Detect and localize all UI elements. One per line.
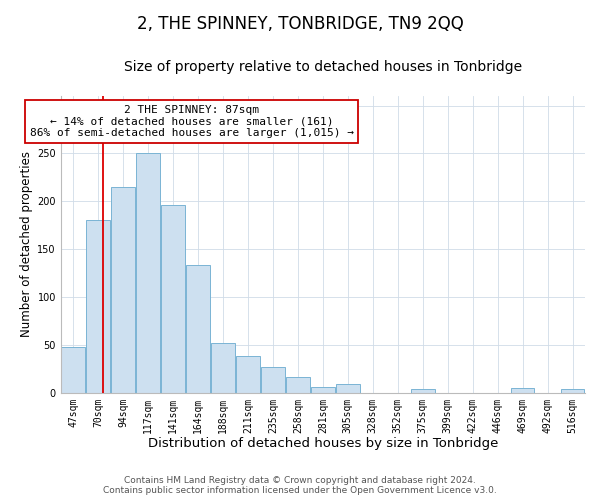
Bar bbox=[161, 205, 185, 392]
Text: 2, THE SPINNEY, TONBRIDGE, TN9 2QQ: 2, THE SPINNEY, TONBRIDGE, TN9 2QQ bbox=[137, 15, 463, 33]
Y-axis label: Number of detached properties: Number of detached properties bbox=[20, 152, 33, 338]
Bar bbox=[286, 378, 310, 392]
Bar bbox=[560, 389, 584, 392]
Bar bbox=[112, 187, 135, 392]
Bar bbox=[86, 220, 110, 392]
Bar bbox=[61, 347, 85, 393]
Title: Size of property relative to detached houses in Tonbridge: Size of property relative to detached ho… bbox=[124, 60, 522, 74]
Bar bbox=[411, 389, 434, 392]
Bar bbox=[211, 343, 235, 392]
Text: 2 THE SPINNEY: 87sqm
← 14% of detached houses are smaller (161)
86% of semi-deta: 2 THE SPINNEY: 87sqm ← 14% of detached h… bbox=[30, 105, 354, 138]
Bar bbox=[336, 384, 359, 392]
Bar bbox=[236, 356, 260, 392]
X-axis label: Distribution of detached houses by size in Tonbridge: Distribution of detached houses by size … bbox=[148, 437, 498, 450]
Bar bbox=[311, 387, 335, 392]
Bar bbox=[511, 388, 535, 392]
Bar bbox=[261, 367, 285, 392]
Bar bbox=[186, 266, 210, 392]
Bar bbox=[136, 154, 160, 392]
Text: Contains HM Land Registry data © Crown copyright and database right 2024.
Contai: Contains HM Land Registry data © Crown c… bbox=[103, 476, 497, 495]
